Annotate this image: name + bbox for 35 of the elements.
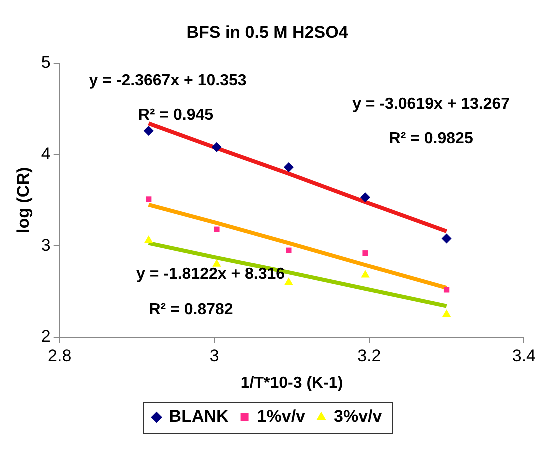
point [362, 250, 368, 256]
point [444, 287, 450, 293]
point [144, 126, 154, 136]
y-tick-label: 3 [41, 236, 51, 255]
x-tick-label: 3 [210, 346, 220, 366]
point [144, 236, 154, 244]
annotation: y = -1.8122x + 8.316 [136, 266, 286, 283]
y-tick-label: 5 [41, 53, 51, 72]
point [212, 259, 222, 267]
point [212, 142, 222, 152]
y-tick-label: 4 [41, 144, 51, 164]
x-tick-label: 2.8 [48, 346, 72, 366]
legend-label: 1%v/v [257, 407, 306, 426]
x-tick-label: 3.4 [512, 346, 536, 366]
annotation: R² = 0.9825 [389, 130, 474, 148]
point [284, 278, 294, 286]
annotation: R² = 0.945 [138, 106, 214, 124]
point [360, 192, 371, 203]
chart-title: BFS in 0.5 M H2SO4 [186, 22, 349, 42]
annotation: R² = 0.8782 [149, 301, 234, 318]
point [286, 248, 292, 254]
legend-label: 3%v/v [334, 407, 383, 426]
x-axis-title: 1/T*10-3 (K-1) [240, 374, 344, 392]
y-axis-title: log (CR) [14, 167, 33, 234]
point [146, 196, 152, 202]
point [442, 234, 452, 244]
point [214, 226, 220, 232]
annotation: y = -2.3667x + 10.353 [89, 72, 247, 90]
annotation: y = -3.0619x + 13.267 [352, 96, 510, 113]
point [442, 310, 452, 318]
point [361, 270, 370, 278]
point [284, 162, 294, 173]
legend-label: BLANK [169, 407, 230, 426]
y-tick-label: 2 [41, 327, 51, 346]
x-tick-label: 3.2 [358, 346, 382, 366]
